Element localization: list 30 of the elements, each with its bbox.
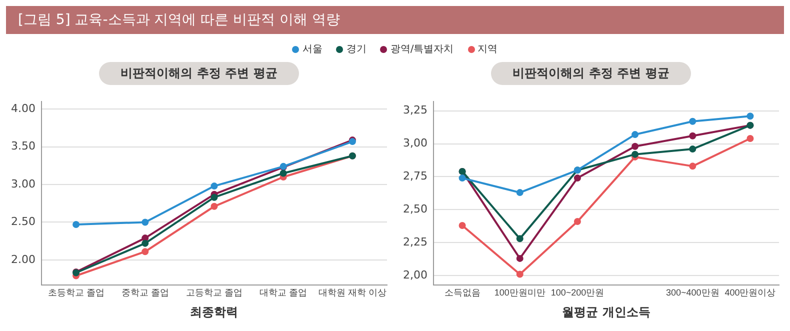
x-tick-label: 대학교 졸업 xyxy=(260,288,308,298)
x-tick-label: 400만원이상 xyxy=(724,288,776,298)
y-tick-label: 3,00 xyxy=(402,136,428,150)
legend-label: 경기 xyxy=(346,43,366,56)
legend-label: 광역/특별자치 xyxy=(390,43,454,56)
x-tick-label: 고등학교 졸업 xyxy=(186,288,243,298)
y-tick-label: 2.00 xyxy=(10,252,36,266)
legend-label: 지역 xyxy=(478,43,498,56)
x-tick-label: 대학원 재학 이상 xyxy=(318,288,386,298)
x-axis-title: 월평균 개인소득 xyxy=(562,304,650,319)
y-tick-label: 3.00 xyxy=(10,177,36,190)
legend-label: 서울 xyxy=(302,43,322,56)
y-tick-label: 2,50 xyxy=(402,202,428,216)
y-tick-label: 2,75 xyxy=(402,170,428,183)
y-tick-label: 4.00 xyxy=(10,102,36,115)
text: [그림 5] 교육-소득과 지역에 따른 비판적 이해 역량 xyxy=(6,6,784,34)
y-tick-label: 2,00 xyxy=(402,268,428,282)
x-tick-label: 100만원미만 xyxy=(494,288,546,298)
x-axis-title: 최종학력 xyxy=(190,304,238,319)
y-tick-label: 3.50 xyxy=(10,140,36,153)
y-tick-label: 2,25 xyxy=(402,235,428,248)
x-tick-label: 소득없음 xyxy=(444,288,480,298)
y-tick-label: 3,25 xyxy=(402,104,428,117)
chart-title: 비판적이해의 추정 주변 평균 xyxy=(98,62,300,85)
y-tick-label: 2.50 xyxy=(10,215,36,228)
x-tick-label: 초등학교 졸업 xyxy=(48,288,104,298)
x-tick-label: 100~200만원 xyxy=(550,288,604,298)
x-tick-label: 중학교 졸업 xyxy=(121,288,169,298)
chart-title: 비판적이해의 추정 주변 평균 xyxy=(490,62,692,85)
x-tick-label: 300~400만원 xyxy=(666,288,720,298)
